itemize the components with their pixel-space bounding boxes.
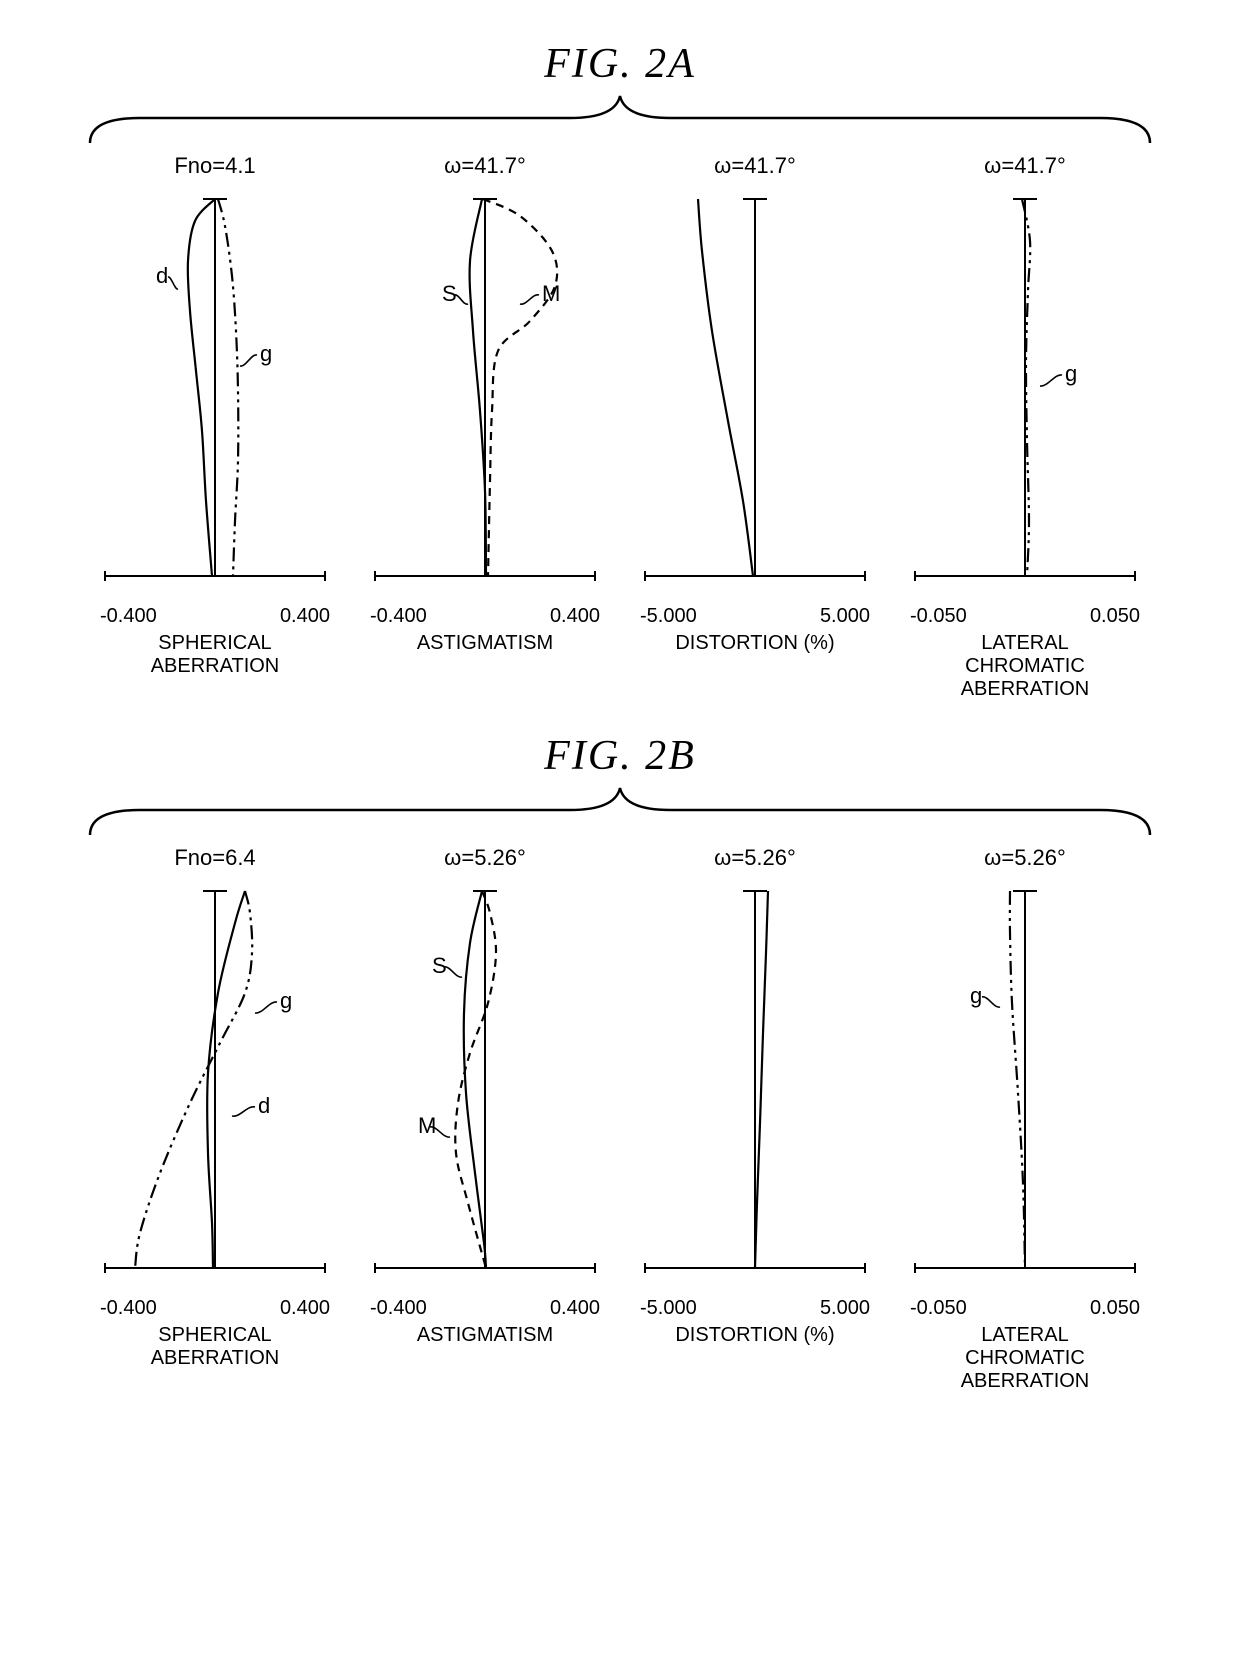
aberration-panel: ω=41.7° g -0.050 0.050LATERALCHROMATICABERR…: [910, 153, 1140, 702]
axis-min: -0.400: [100, 605, 157, 628]
axis-max: 0.400: [280, 605, 330, 628]
panel-header: ω=41.7°: [444, 153, 526, 181]
panel-header: ω=5.26°: [444, 845, 526, 873]
svg-text:g: g: [1065, 361, 1077, 386]
figure-title-a: FIG. 2A: [0, 40, 1240, 88]
panel-header: ω=41.7°: [714, 153, 796, 181]
panel-caption: DISTORTION (%): [675, 1324, 834, 1394]
chart: SM: [370, 181, 600, 601]
chart: g: [910, 181, 1140, 601]
panel-caption: SPHERICALABERRATION: [151, 1324, 280, 1394]
axis-max: 0.400: [550, 605, 600, 628]
axis-min: -0.400: [370, 605, 427, 628]
chart: g: [910, 873, 1140, 1293]
axis-range: -0.400 0.400: [370, 1297, 600, 1320]
chart: SM: [370, 873, 600, 1293]
axis-min: -0.050: [910, 1297, 967, 1320]
svg-text:g: g: [970, 983, 982, 1008]
svg-text:g: g: [280, 988, 292, 1013]
axis-min: -0.400: [370, 1297, 427, 1320]
axis-range: -0.400 0.400: [100, 1297, 330, 1320]
axis-max: 5.000: [820, 1297, 870, 1320]
panel-header: Fno=4.1: [174, 153, 255, 181]
axis-min: -5.000: [640, 1297, 697, 1320]
panel-caption: LATERALCHROMATICABERRATION: [961, 632, 1090, 702]
aberration-panel: ω=5.26° -5.000 5.000 DISTORTION (%): [640, 845, 870, 1394]
panel-header: ω=5.26°: [984, 845, 1066, 873]
axis-range: -0.400 0.400: [370, 605, 600, 628]
svg-text:g: g: [260, 341, 272, 366]
svg-text:M: M: [542, 281, 560, 306]
axis-range: -0.400 0.400: [100, 605, 330, 628]
aberration-panel: ω=41.7° -5.000 5.000 DISTORTION (%): [640, 153, 870, 702]
axis-max: 5.000: [820, 605, 870, 628]
aberration-panel: ω=41.7°SM-0.4000.400ASTIGMATISM: [370, 153, 600, 702]
panel-caption: DISTORTION (%): [675, 632, 834, 702]
aberration-panel: Fno=6.4gd-0.4000.400SPHERICALABERRATION: [100, 845, 330, 1394]
aberration-panel: ω=5.26°SM-0.4000.400ASTIGMATISM: [370, 845, 600, 1394]
svg-text:S: S: [432, 953, 447, 978]
axis-max: 0.400: [550, 1297, 600, 1320]
panel-row-b: Fno=6.4gd-0.4000.400SPHERICALABERRATIONω…: [0, 845, 1240, 1394]
brace-a: [70, 88, 1170, 148]
brace-b: [70, 780, 1170, 840]
axis-range: -0.050 0.050: [910, 605, 1140, 628]
panel-header: Fno=6.4: [174, 845, 255, 873]
svg-text:d: d: [156, 263, 168, 288]
svg-text:M: M: [418, 1113, 436, 1138]
panel-caption: LATERALCHROMATICABERRATION: [961, 1324, 1090, 1394]
chart: gd: [100, 873, 330, 1293]
aberration-panel: ω=5.26° g -0.050 0.050LATERALCHROMATICABERR…: [910, 845, 1140, 1394]
chart: [640, 873, 870, 1293]
figure-2a: FIG. 2A Fno=4.1dg-0.4000.400SPHERICALABE…: [0, 0, 1240, 702]
axis-max: 0.400: [280, 1297, 330, 1320]
axis-min: -0.050: [910, 605, 967, 628]
panel-caption: ASTIGMATISM: [417, 632, 553, 702]
figure-2b: FIG. 2B Fno=6.4gd-0.4000.400SPHERICALABE…: [0, 702, 1240, 1394]
axis-range: -5.000 5.000: [640, 1297, 870, 1320]
svg-text:S: S: [442, 281, 457, 306]
panel-caption: ASTIGMATISM: [417, 1324, 553, 1394]
figure-title-b: FIG. 2B: [0, 732, 1240, 780]
axis-range: -0.050 0.050: [910, 1297, 1140, 1320]
axis-range: -5.000 5.000: [640, 605, 870, 628]
svg-text:d: d: [258, 1093, 270, 1118]
panel-header: ω=5.26°: [714, 845, 796, 873]
chart: dg: [100, 181, 330, 601]
aberration-panel: Fno=4.1dg-0.4000.400SPHERICALABERRATION: [100, 153, 330, 702]
axis-max: 0.050: [1090, 1297, 1140, 1320]
page: FIG. 2A Fno=4.1dg-0.4000.400SPHERICALABE…: [0, 0, 1240, 1670]
chart: [640, 181, 870, 601]
axis-max: 0.050: [1090, 605, 1140, 628]
panel-caption: SPHERICALABERRATION: [151, 632, 280, 702]
axis-min: -0.400: [100, 1297, 157, 1320]
axis-min: -5.000: [640, 605, 697, 628]
panel-header: ω=41.7°: [984, 153, 1066, 181]
panel-row-a: Fno=4.1dg-0.4000.400SPHERICALABERRATIONω…: [0, 153, 1240, 702]
